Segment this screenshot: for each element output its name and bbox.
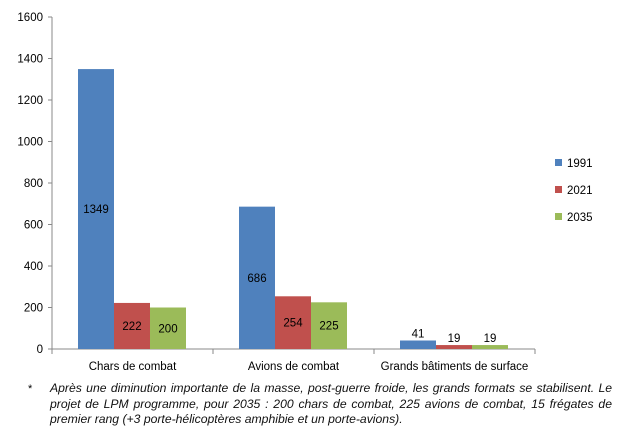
data-label: 19 bbox=[484, 333, 497, 345]
y-tick-label: 400 bbox=[24, 261, 43, 273]
legend-label: 1991 bbox=[567, 158, 593, 170]
bar-1991 bbox=[78, 69, 114, 350]
x-tick-label: Avions de combat bbox=[248, 361, 340, 373]
y-tick-label: 200 bbox=[24, 303, 43, 315]
bar-2021 bbox=[275, 296, 311, 349]
data-label: 19 bbox=[448, 333, 461, 345]
data-label: 1349 bbox=[83, 204, 109, 216]
x-tick-label: Grands bâtiments de surface bbox=[381, 361, 529, 373]
legend-label: 2021 bbox=[567, 185, 593, 197]
legend-swatch-2035 bbox=[555, 213, 562, 220]
legend-label: 2035 bbox=[567, 212, 593, 224]
data-label: 200 bbox=[158, 323, 177, 335]
data-label: 222 bbox=[122, 321, 141, 333]
legend-swatch-2021 bbox=[555, 186, 562, 193]
y-tick-label: 600 bbox=[24, 220, 43, 232]
bar-2021 bbox=[114, 302, 150, 349]
y-tick-label: 1400 bbox=[17, 54, 43, 66]
x-tick-label: Chars de combat bbox=[89, 361, 177, 373]
bar-2035 bbox=[150, 307, 186, 349]
footnote-text: Après une diminution importante de la ma… bbox=[50, 381, 612, 426]
bar-2035 bbox=[472, 345, 508, 349]
y-tick-label: 1000 bbox=[17, 137, 43, 149]
y-tick-label: 800 bbox=[24, 178, 43, 190]
bar-1991 bbox=[400, 340, 436, 349]
footnote: Après une diminution importante de la ma… bbox=[28, 381, 612, 428]
y-tick-label: 1200 bbox=[17, 95, 43, 107]
data-label: 686 bbox=[247, 273, 266, 285]
legend-swatch-1991 bbox=[555, 159, 562, 166]
bar-2035 bbox=[311, 302, 347, 349]
bar-1991 bbox=[239, 206, 275, 349]
y-tick-label: 1600 bbox=[17, 12, 43, 24]
y-tick-label: 0 bbox=[37, 344, 43, 356]
data-label: 41 bbox=[412, 328, 425, 340]
note-bullet: * bbox=[28, 383, 33, 395]
bar-chart: 0 200 400 600 800 1000 1200 1400 1600 Chars de co… bbox=[17, 12, 593, 373]
data-label: 225 bbox=[319, 321, 338, 333]
bar-2021 bbox=[436, 345, 472, 349]
data-label: 254 bbox=[283, 318, 303, 330]
